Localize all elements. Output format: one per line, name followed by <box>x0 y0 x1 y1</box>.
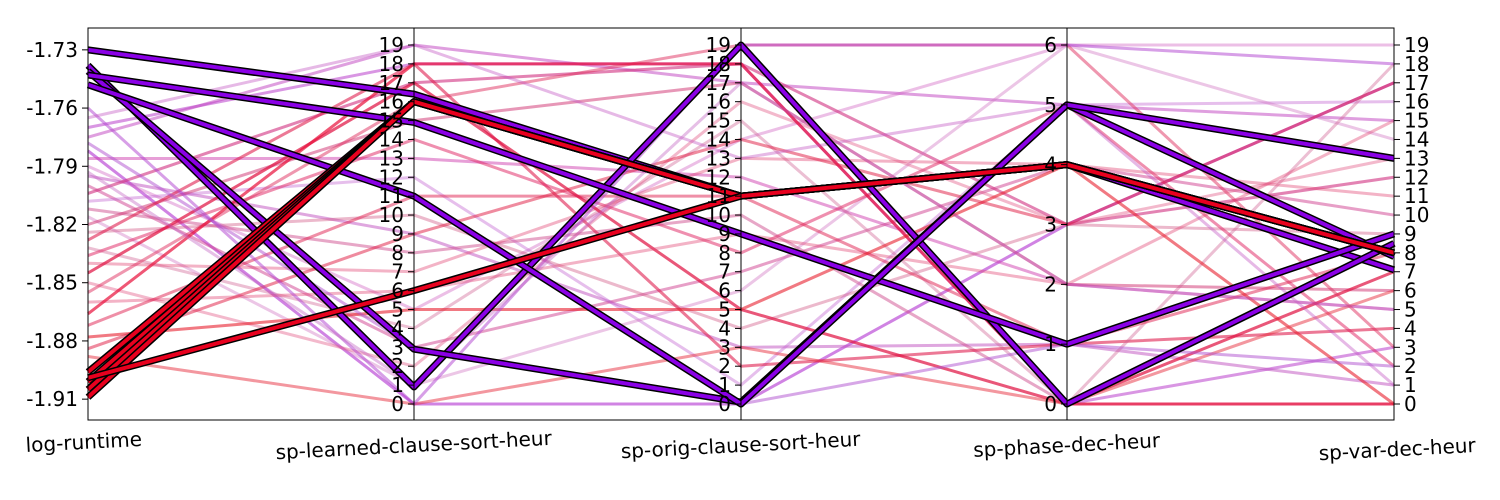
tick-label-sp-orig-clause-sort-heur-12: 12 <box>706 165 731 189</box>
tick-label-sp-learned-clause-sort-heur-13: 13 <box>379 146 404 170</box>
tick-label-sp-learned-clause-sort-heur-0: 0 <box>391 392 404 416</box>
tick-label-sp-var-dec-heur-14: 14 <box>1404 127 1429 151</box>
tick-label-sp-var-dec-heur-3: 3 <box>1404 335 1417 359</box>
tick-label-sp-learned-clause-sort-heur-11: 11 <box>379 184 404 208</box>
tick-label-sp-orig-clause-sort-heur-6: 6 <box>718 279 731 303</box>
tick-label-sp-var-dec-heur-18: 18 <box>1404 52 1429 76</box>
tick-label-sp-orig-clause-sort-heur-7: 7 <box>718 260 731 284</box>
tick-label-log-runtime-1-76: -1.76 <box>26 96 78 120</box>
tick-label-log-runtime-1-73: -1.73 <box>26 38 78 62</box>
tick-label-sp-learned-clause-sort-heur-18: 18 <box>379 52 404 76</box>
tick-label-sp-phase-dec-heur-3: 3 <box>1044 213 1057 237</box>
tick-label-sp-learned-clause-sort-heur-6: 6 <box>391 279 404 303</box>
tick-label-log-runtime-1-91: -1.91 <box>26 387 78 411</box>
axis-label-sp-learned-clause-sort-heur: sp-learned-clause-sort-heur <box>275 426 553 464</box>
tick-label-sp-learned-clause-sort-heur-19: 19 <box>379 33 404 57</box>
tick-label-sp-var-dec-heur-19: 19 <box>1404 33 1429 57</box>
tick-label-sp-orig-clause-sort-heur-10: 10 <box>706 203 731 227</box>
tick-label-sp-orig-clause-sort-heur-15: 15 <box>706 109 731 133</box>
tick-label-sp-orig-clause-sort-heur-11: 11 <box>706 184 731 208</box>
tick-label-sp-learned-clause-sort-heur-3: 3 <box>391 335 404 359</box>
tick-label-sp-phase-dec-heur-6: 6 <box>1044 33 1057 57</box>
tick-label-sp-orig-clause-sort-heur-2: 2 <box>718 354 731 378</box>
tick-label-sp-learned-clause-sort-heur-7: 7 <box>391 260 404 284</box>
tick-label-sp-phase-dec-heur-5: 5 <box>1044 93 1057 117</box>
tick-label-sp-learned-clause-sort-heur-4: 4 <box>391 316 404 340</box>
tick-label-sp-var-dec-heur-16: 16 <box>1404 90 1429 114</box>
tick-label-sp-var-dec-heur-4: 4 <box>1404 316 1417 340</box>
tick-label-sp-learned-clause-sort-heur-16: 16 <box>379 90 404 114</box>
tick-label-sp-phase-dec-heur-0: 0 <box>1044 392 1057 416</box>
tick-label-sp-learned-clause-sort-heur-9: 9 <box>391 222 404 246</box>
tick-label-sp-orig-clause-sort-heur-3: 3 <box>718 335 731 359</box>
tick-label-sp-learned-clause-sort-heur-1: 1 <box>391 373 404 397</box>
axis-label-sp-var-dec-heur: sp-var-dec-heur <box>1318 433 1477 465</box>
tick-label-sp-phase-dec-heur-1: 1 <box>1044 332 1057 356</box>
tick-label-sp-var-dec-heur-2: 2 <box>1404 354 1417 378</box>
tick-label-sp-var-dec-heur-0: 0 <box>1404 392 1417 416</box>
tick-label-sp-orig-clause-sort-heur-4: 4 <box>718 316 731 340</box>
tick-label-sp-learned-clause-sort-heur-10: 10 <box>379 203 404 227</box>
tick-label-sp-orig-clause-sort-heur-19: 19 <box>706 33 731 57</box>
tick-label-sp-var-dec-heur-11: 11 <box>1404 184 1429 208</box>
tick-label-sp-var-dec-heur-5: 5 <box>1404 298 1417 322</box>
tick-label-sp-orig-clause-sort-heur-13: 13 <box>706 146 731 170</box>
tick-label-sp-phase-dec-heur-4: 4 <box>1044 153 1057 177</box>
tick-label-sp-orig-clause-sort-heur-5: 5 <box>718 298 731 322</box>
tick-label-sp-var-dec-heur-8: 8 <box>1404 241 1417 265</box>
tick-label-sp-orig-clause-sort-heur-16: 16 <box>706 90 731 114</box>
tick-label-sp-orig-clause-sort-heur-9: 9 <box>718 222 731 246</box>
tick-label-sp-orig-clause-sort-heur-1: 1 <box>718 373 731 397</box>
tick-label-sp-var-dec-heur-6: 6 <box>1404 279 1417 303</box>
tick-label-log-runtime-1-88: -1.88 <box>26 329 78 353</box>
tick-label-sp-var-dec-heur-1: 1 <box>1404 373 1417 397</box>
tick-label-sp-var-dec-heur-7: 7 <box>1404 260 1417 284</box>
tick-label-sp-learned-clause-sort-heur-5: 5 <box>391 298 404 322</box>
tick-label-sp-orig-clause-sort-heur-17: 17 <box>706 71 731 95</box>
tick-label-log-runtime-1-82: -1.82 <box>26 213 78 237</box>
tick-label-sp-orig-clause-sort-heur-14: 14 <box>706 127 731 151</box>
tick-label-sp-var-dec-heur-10: 10 <box>1404 203 1429 227</box>
tick-label-log-runtime-1-85: -1.85 <box>26 271 78 295</box>
tick-label-sp-phase-dec-heur-2: 2 <box>1044 272 1057 296</box>
axis-label-sp-orig-clause-sort-heur: sp-orig-clause-sort-heur <box>620 427 862 464</box>
tick-label-sp-learned-clause-sort-heur-15: 15 <box>379 109 404 133</box>
axis-label-log-runtime: log-runtime <box>25 427 143 457</box>
axis-label-sp-phase-dec-heur: sp-phase-dec-heur <box>973 428 1162 462</box>
tick-label-sp-orig-clause-sort-heur-8: 8 <box>718 241 731 265</box>
tick-label-sp-learned-clause-sort-heur-2: 2 <box>391 354 404 378</box>
tick-label-sp-var-dec-heur-13: 13 <box>1404 146 1429 170</box>
tick-label-sp-learned-clause-sort-heur-17: 17 <box>379 71 404 95</box>
tick-label-sp-var-dec-heur-12: 12 <box>1404 165 1429 189</box>
tick-label-sp-var-dec-heur-9: 9 <box>1404 222 1417 246</box>
tick-label-sp-orig-clause-sort-heur-18: 18 <box>706 52 731 76</box>
tick-label-log-runtime-1-79: -1.79 <box>26 154 78 178</box>
tick-label-sp-learned-clause-sort-heur-14: 14 <box>379 127 404 151</box>
tick-label-sp-learned-clause-sort-heur-8: 8 <box>391 241 404 265</box>
tick-label-sp-learned-clause-sort-heur-12: 12 <box>379 165 404 189</box>
tick-label-sp-orig-clause-sort-heur-0: 0 <box>718 392 731 416</box>
tick-label-sp-var-dec-heur-17: 17 <box>1404 71 1429 95</box>
tick-label-sp-var-dec-heur-15: 15 <box>1404 109 1429 133</box>
